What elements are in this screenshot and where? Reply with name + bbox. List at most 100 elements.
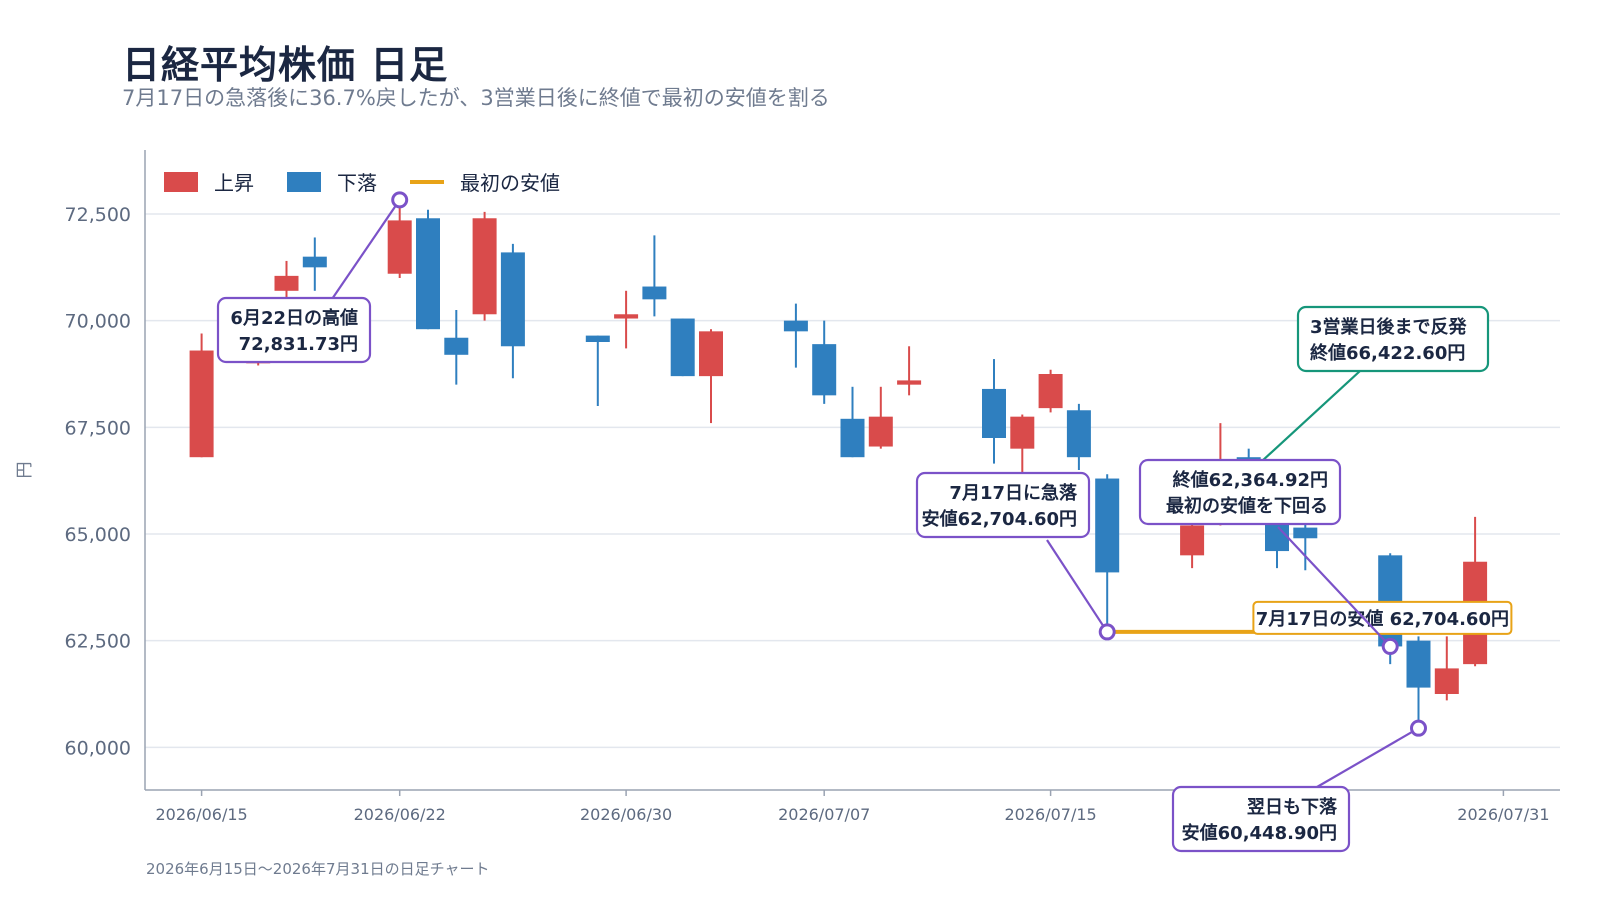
candle — [840, 386, 865, 458]
candle — [670, 318, 695, 377]
first-low-label: 7月17日の安値 62,704.60円 — [1252, 600, 1513, 635]
candle-body — [302, 256, 327, 268]
y-axis-label: 円 — [15, 462, 35, 479]
candle-body — [189, 350, 214, 458]
candle-body — [699, 331, 723, 377]
first-low-label-text: 7月17日の安値 62,704.60円 — [1256, 608, 1509, 630]
candle-body — [783, 320, 808, 332]
x-tick-label: 2026/06/22 — [354, 805, 446, 824]
candle-body — [840, 418, 865, 458]
annotation-box — [1296, 305, 1490, 373]
annotation-box — [1171, 785, 1351, 853]
annotation-marker — [1098, 623, 1116, 641]
candle — [500, 243, 525, 379]
legend-swatch-down — [287, 172, 321, 192]
annotation-leader — [1277, 526, 1392, 648]
x-tick-label: 2026/07/15 — [1004, 805, 1096, 824]
candle — [982, 359, 1006, 464]
candle-body — [614, 314, 639, 319]
annotation-text: 安値62,704.60円 — [922, 508, 1077, 530]
candle-body — [812, 344, 837, 396]
candle-body — [416, 218, 440, 330]
annotation-leader — [1046, 539, 1109, 633]
candle-body — [1406, 640, 1431, 688]
candle-body — [274, 275, 299, 291]
annotation-marker — [391, 191, 409, 209]
candle — [274, 260, 299, 300]
annotation-text: 終値62,364.92円 — [1173, 469, 1328, 491]
annotation-text: 安値60,448.90円 — [1182, 822, 1337, 844]
candle — [812, 320, 837, 404]
candle-body — [1434, 668, 1459, 694]
candle — [783, 303, 808, 368]
x-tick-label: 2026/06/30 — [580, 805, 672, 824]
candle — [868, 386, 893, 449]
candle — [1180, 508, 1205, 569]
candle-body — [1038, 374, 1063, 409]
candle — [444, 310, 469, 385]
candle-body — [585, 335, 610, 342]
candle — [1010, 414, 1035, 473]
candle — [897, 346, 922, 396]
y-tick-label: 65,000 — [65, 524, 131, 546]
annotation-box — [915, 471, 1091, 539]
candle — [614, 290, 639, 349]
candle — [416, 209, 440, 330]
candle-body — [982, 388, 1006, 438]
candle — [642, 235, 667, 317]
annotation-text: 終値66,422.60円 — [1310, 342, 1465, 364]
annotation-leader — [329, 199, 401, 303]
candle-body — [897, 380, 922, 385]
candle — [1066, 403, 1091, 470]
annotation-leader — [1316, 727, 1420, 788]
candle — [387, 199, 412, 278]
candle — [302, 237, 327, 291]
candle-body — [1095, 478, 1120, 573]
candle-body — [868, 416, 893, 447]
first-low-label-box — [1252, 600, 1513, 635]
candle — [1406, 636, 1431, 729]
annotation-high: 6月22日の高値 72,831.73円 — [216, 191, 409, 364]
y-tick-label: 62,500 — [65, 631, 131, 653]
annotation-text: 翌日も下落 — [1247, 797, 1338, 818]
annotation-marker — [1381, 637, 1399, 655]
legend-label-down: 下落 — [337, 171, 377, 195]
candle — [1463, 516, 1488, 667]
y-tick-label: 60,000 — [65, 737, 131, 759]
legend-label-up: 上昇 — [214, 171, 254, 195]
annotation-text: 最初の安値を下回る — [1166, 495, 1328, 517]
candle-body — [1010, 416, 1035, 449]
candle-body — [387, 220, 412, 274]
candle-body — [1066, 410, 1091, 458]
y-tick-label: 70,000 — [65, 311, 131, 333]
chart-subtitle: 7月17日の急落後に36.7%戻したが、3営業日後に終値で最初の安値を割る — [122, 86, 830, 110]
annotation-marker — [1410, 719, 1427, 737]
x-tick-label: 2026/07/07 — [778, 805, 870, 824]
legend: 上昇 下落 最初の安値 — [164, 171, 560, 195]
legend-label-first-low: 最初の安値 — [460, 171, 560, 195]
chart-footnote: 2026年6月15日〜2026年7月31日の日足チャート — [146, 860, 490, 878]
annotation-text: 7月17日に急落 — [949, 482, 1078, 504]
annotation-text: 72,831.73円 — [239, 334, 358, 355]
y-tick-label: 72,500 — [65, 204, 131, 226]
candle-body — [444, 337, 469, 355]
candle — [585, 335, 610, 406]
candle-body — [472, 218, 497, 315]
candle — [1038, 369, 1063, 413]
annotation-leader — [1247, 370, 1361, 475]
candle — [189, 333, 214, 458]
candle — [699, 329, 723, 424]
candle-body — [1293, 527, 1318, 539]
candle — [472, 211, 497, 321]
annotation-box — [1138, 458, 1342, 526]
y-tick-label: 67,500 — [65, 417, 131, 439]
annotation-text: 3営業日後まで反発 — [1310, 316, 1468, 338]
annotation-box — [216, 296, 372, 364]
candle-body — [500, 252, 525, 347]
